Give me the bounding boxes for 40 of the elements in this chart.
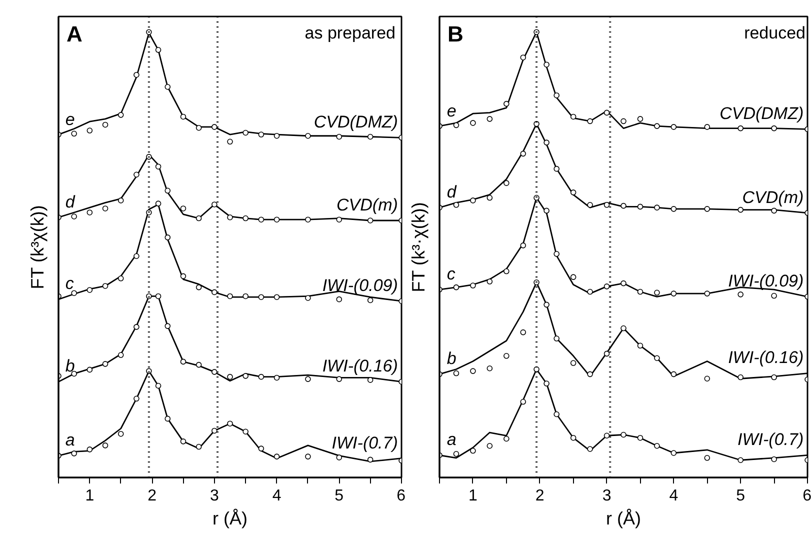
x-tick-label: 2 [148, 488, 157, 504]
x-tick-label: 6 [396, 488, 406, 504]
chart-title: A [66, 22, 82, 46]
x-tick-label: 3 [602, 488, 612, 504]
annotation: d [65, 192, 76, 212]
chart-title: B [448, 22, 464, 46]
annotation: IWI-(0.09) [728, 272, 804, 291]
annotation: b [446, 349, 456, 368]
annotation: CVD(DMZ) [314, 112, 398, 132]
chart-subtitle: as prepared [304, 24, 396, 42]
x-tick-label: 5 [334, 488, 344, 504]
annotation: e [65, 110, 75, 129]
x-tick-label: 4 [669, 488, 678, 504]
annotation: IWI-(0.7) [738, 430, 804, 450]
x-axis-title: r (Å) [606, 508, 642, 528]
x-tick-label: 6 [802, 488, 811, 504]
annotation: c [65, 274, 74, 294]
annotation: CVD(m) [336, 195, 398, 214]
chart-subtitle: reduced [744, 24, 806, 42]
x-tick-label: 2 [535, 488, 544, 504]
x-tick-label: 5 [736, 488, 746, 504]
annotation: IWI-(0.7) [332, 433, 398, 452]
annotation: a [65, 430, 75, 450]
annotation: IWI-(0.16) [728, 348, 804, 368]
x-tick-label: 3 [210, 488, 219, 504]
annotation: e [446, 101, 456, 120]
annotation: a [446, 430, 456, 450]
y-axis-title: FT (k³·χ(k)) [408, 202, 428, 292]
annotation: IWI-(0.16) [322, 356, 398, 376]
annotation: c [446, 264, 456, 284]
annotation: d [446, 182, 457, 202]
x-tick-label: 1 [468, 488, 478, 504]
annotation: CVD(DMZ) [720, 104, 804, 124]
x-tick-label: 4 [272, 488, 282, 504]
x-axis-title: r (Å) [212, 508, 248, 528]
annotation: IWI-(0.09) [322, 276, 398, 296]
x-tick-label: 1 [85, 488, 94, 504]
annotation: b [65, 356, 75, 376]
y-axis-title: FT (k³χ(k)) [28, 205, 48, 290]
annotation: CVD(m) [742, 188, 804, 207]
